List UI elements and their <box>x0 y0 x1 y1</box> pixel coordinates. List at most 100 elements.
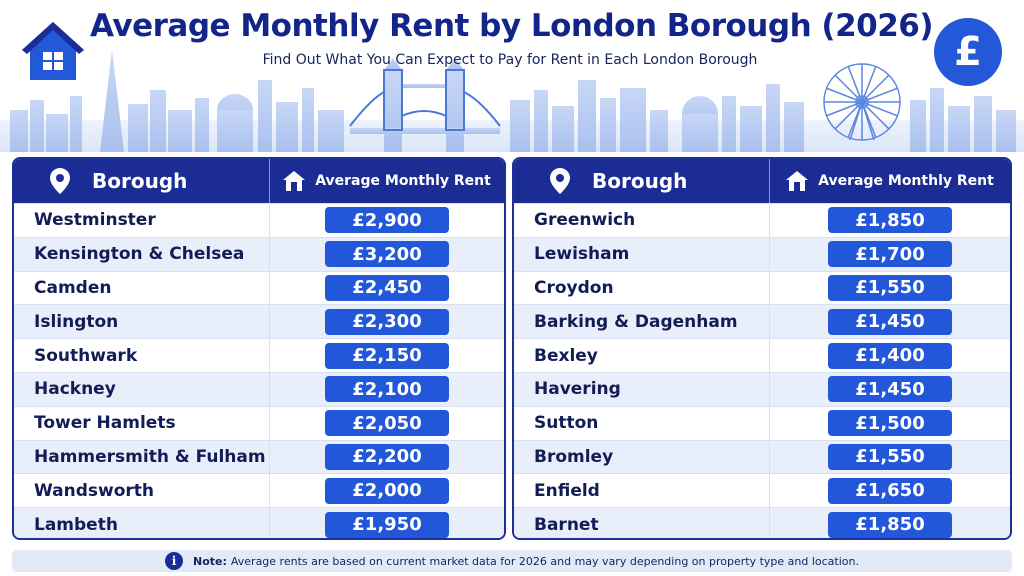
page-subtitle: Find Out What You Can Expect to Pay for … <box>262 52 758 68</box>
borough-name: Westminster <box>14 204 270 237</box>
table-row: Bexley £1,400 <box>514 338 1010 372</box>
table-row: Lewisham £1,700 <box>514 236 1010 271</box>
borough-name: Southwark <box>14 339 270 372</box>
borough-name: Tower Hamlets <box>14 406 270 440</box>
rent-cell: £2,150 <box>270 342 504 369</box>
borough-name: Lewisham <box>514 237 770 271</box>
rent-table-right: Borough Average Monthly Rent Greenwich £1… <box>512 157 1012 540</box>
rent-value: £2,450 <box>325 274 449 301</box>
rent-cell: £1,700 <box>770 241 1010 268</box>
rent-cell: £1,850 <box>770 511 1010 538</box>
borough-name: Enfield <box>514 474 770 508</box>
rent-value: £1,650 <box>828 477 952 504</box>
rent-cell: £1,850 <box>770 207 1010 234</box>
borough-name: Bromley <box>514 440 770 474</box>
table-row: Bromley £1,550 <box>514 439 1010 474</box>
note-label: Note: <box>193 554 227 568</box>
rent-value: £1,550 <box>828 443 952 470</box>
column-header-borough-label: Borough <box>92 169 188 193</box>
borough-name: Hackney <box>14 372 270 406</box>
table-row: Westminster £2,900 <box>14 203 504 237</box>
table-row: Enfield £1,650 <box>514 473 1010 508</box>
table-row: Havering £1,450 <box>514 371 1010 406</box>
rent-value: £1,850 <box>828 511 952 538</box>
rent-value: £2,100 <box>325 376 449 403</box>
home-icon <box>786 171 809 191</box>
rent-value: £3,200 <box>325 241 449 268</box>
table-body: Westminster £2,900 Kensington & Chelsea £3,… <box>14 203 504 538</box>
column-header-rent: Average Monthly Rent <box>770 159 1010 203</box>
rent-value: £1,700 <box>828 241 952 268</box>
rent-value: £2,150 <box>325 342 449 369</box>
column-header-borough-label: Borough <box>592 169 688 193</box>
table-row: Hackney £2,100 <box>14 371 504 406</box>
borough-name: Croydon <box>514 271 770 305</box>
rent-cell: £1,400 <box>770 342 1010 369</box>
borough-name: Camden <box>14 271 270 305</box>
table-row: Barking & Dagenham £1,450 <box>514 304 1010 339</box>
rent-value: £2,000 <box>325 477 449 504</box>
table-header: Borough Average Monthly Rent <box>514 159 1010 203</box>
info-icon: i <box>165 552 183 570</box>
rent-value: £1,550 <box>828 274 952 301</box>
rent-value: £1,450 <box>828 308 952 335</box>
table-row: Kensington & Chelsea £3,200 <box>14 236 504 271</box>
rent-cell: £2,100 <box>270 376 504 403</box>
column-header-rent-label: Average Monthly Rent <box>818 173 994 189</box>
column-header-rent: Average Monthly Rent <box>270 159 504 203</box>
rent-value: £2,200 <box>325 443 449 470</box>
column-header-rent-label: Average Monthly Rent <box>315 173 491 189</box>
table-row: Barnet £1,850 <box>514 507 1010 538</box>
location-pin-icon <box>50 168 70 194</box>
rent-value: £1,950 <box>325 511 449 538</box>
borough-name: Hammersmith & Fulham <box>14 440 270 474</box>
column-header-borough: Borough <box>514 159 770 203</box>
rent-cell: £1,500 <box>770 410 1010 437</box>
table-row: Islington £2,300 <box>14 304 504 339</box>
rent-value: £1,500 <box>828 410 952 437</box>
rent-cell: £2,900 <box>270 207 504 234</box>
rent-cell: £1,450 <box>770 376 1010 403</box>
rent-cell: £2,000 <box>270 477 504 504</box>
rent-value: £1,850 <box>828 207 952 234</box>
pound-icon: £ <box>934 18 1002 86</box>
table-row: Lambeth £1,950 <box>14 507 504 538</box>
location-pin-icon <box>550 168 570 194</box>
rent-cell: £1,450 <box>770 308 1010 335</box>
table-row: Wandsworth £2,000 <box>14 473 504 508</box>
borough-name: Barnet <box>514 508 770 538</box>
rent-value: £1,450 <box>828 376 952 403</box>
footnote: i Note: Average rents are based on curre… <box>12 550 1012 572</box>
borough-name: Havering <box>514 372 770 406</box>
table-row: Croydon £1,550 <box>514 270 1010 305</box>
table-row: Southwark £2,150 <box>14 338 504 372</box>
borough-name: Kensington & Chelsea <box>14 237 270 271</box>
rent-cell: £2,450 <box>270 274 504 301</box>
rent-cell: £1,950 <box>270 511 504 538</box>
rent-value: £2,300 <box>325 308 449 335</box>
header: Average Monthly Rent by London Borough (… <box>0 0 1024 152</box>
table-row: Tower Hamlets £2,050 <box>14 405 504 440</box>
rent-value: £2,900 <box>325 207 449 234</box>
home-icon <box>283 171 306 191</box>
rent-table-left: Borough Average Monthly Rent Westminster… <box>12 157 506 540</box>
rent-value: £1,400 <box>828 342 952 369</box>
column-header-borough: Borough <box>14 159 270 203</box>
rent-cell: £3,200 <box>270 241 504 268</box>
table-row: Hammersmith & Fulham £2,200 <box>14 439 504 474</box>
borough-name: Lambeth <box>14 508 270 538</box>
borough-name: Sutton <box>514 406 770 440</box>
table-row: Camden £2,450 <box>14 270 504 305</box>
rent-cell: £1,550 <box>770 274 1010 301</box>
rent-cell: £1,550 <box>770 443 1010 470</box>
table-header: Borough Average Monthly Rent <box>14 159 504 203</box>
rent-value: £2,050 <box>325 410 449 437</box>
note-text: Average rents are based on current marke… <box>230 554 859 568</box>
borough-name: Wandsworth <box>14 474 270 508</box>
table-row: Greenwich £1,850 <box>514 203 1010 237</box>
borough-name: Islington <box>14 305 270 339</box>
rent-cell: £2,050 <box>270 410 504 437</box>
table-body: Greenwich £1,850 Lewisham £1,700 Croydon £1,5… <box>514 203 1010 538</box>
london-skyline-illustration <box>0 50 1024 152</box>
borough-name: Bexley <box>514 339 770 372</box>
